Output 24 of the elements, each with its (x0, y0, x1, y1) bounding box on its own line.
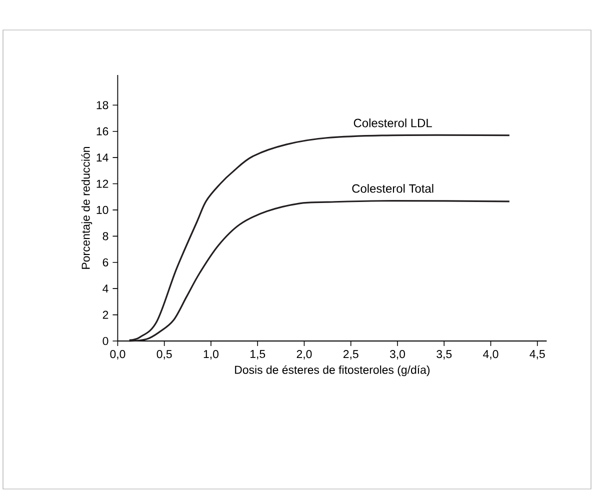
y-tick-label: 4 (102, 284, 108, 293)
x-tick-label: 4,0 (483, 350, 498, 360)
x-tick-label: 1,5 (250, 350, 266, 360)
y-tick-label: 0 (102, 336, 108, 346)
x-tick-label: 3,0 (390, 350, 405, 360)
y-tick-label: 6 (102, 258, 108, 266)
y-tick-label: 18 (96, 101, 108, 110)
x-tick-label: 4,5 (530, 350, 545, 360)
series-label: Colesterol LDL (354, 118, 432, 128)
y-tick-label: 14 (96, 154, 108, 162)
y-tick-label: 10 (96, 206, 108, 214)
x-tick-label: 2,5 (343, 350, 358, 360)
y-tick-label: 16 (96, 127, 108, 136)
x-axis-title: Dosis de ésteres de fitosteroles (g/día) (235, 365, 430, 376)
y-tick-label: 2 (102, 310, 108, 319)
x-tick-label: 2,0 (296, 350, 312, 360)
x-tick-label: 0,0 (110, 350, 126, 360)
series-label: Colesterol Total (352, 184, 434, 193)
y-tick-label: 8 (102, 232, 108, 240)
y-tick-label: 12 (96, 180, 108, 188)
y-axis-title: Porcentaje de reducción (81, 146, 92, 269)
x-tick-label: 3,5 (436, 350, 452, 360)
x-tick-label: 1,0 (204, 350, 218, 360)
x-tick-label: 0,5 (156, 350, 172, 360)
